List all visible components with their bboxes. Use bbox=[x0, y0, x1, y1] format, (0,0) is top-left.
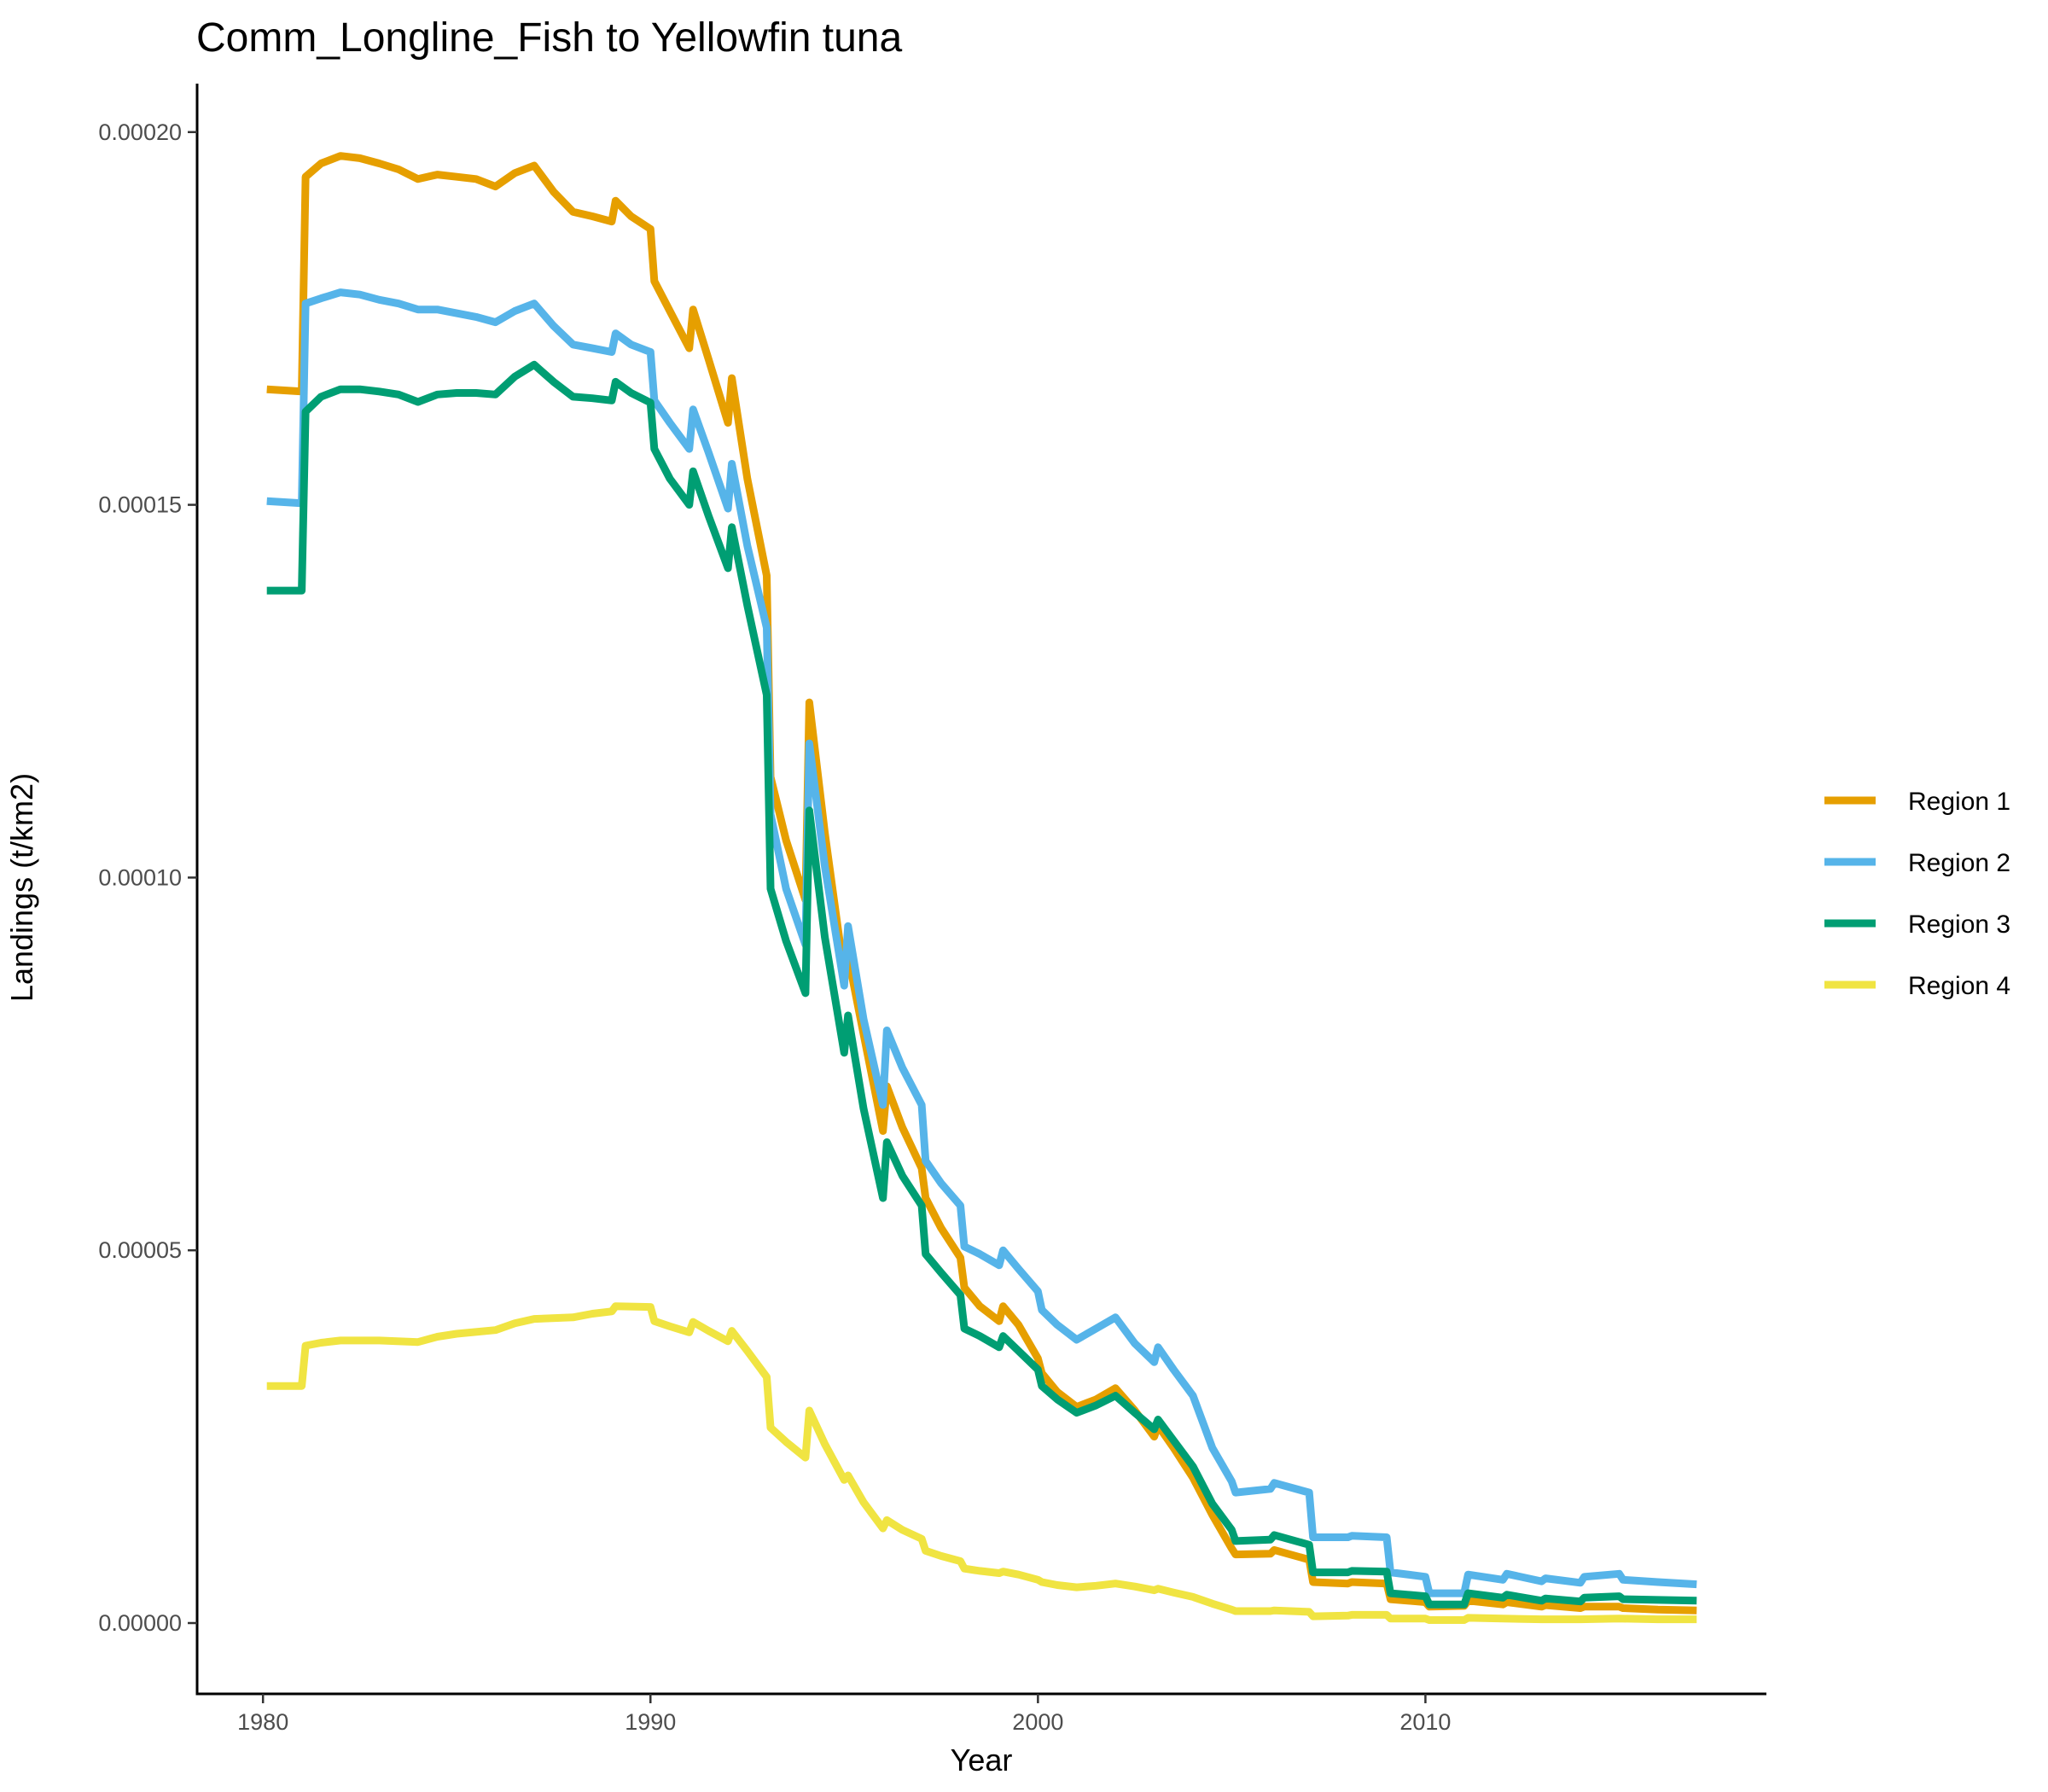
x-tick-label: 2000 bbox=[1012, 1709, 1063, 1735]
x-tick-label: 1990 bbox=[625, 1709, 676, 1735]
y-tick-label: 0.00010 bbox=[98, 864, 182, 890]
series-line-region-3 bbox=[266, 360, 1697, 1609]
legend-label-region-4: Region 4 bbox=[1908, 972, 2010, 1000]
y-tick-label: 0.00020 bbox=[98, 119, 182, 145]
legend-label-region-3: Region 3 bbox=[1908, 911, 2010, 939]
y-tick-label: 0.00005 bbox=[98, 1237, 182, 1263]
chart-title: Comm_Longline_Fish to Yellowfin tuna bbox=[196, 15, 902, 61]
x-tick-label: 1980 bbox=[237, 1709, 288, 1735]
x-axis-title: Year bbox=[951, 1743, 1013, 1777]
x-tick-label: 2010 bbox=[1399, 1709, 1451, 1735]
y-tick-label: 0.00015 bbox=[98, 492, 182, 518]
x-axis-ticks: 1980 1990 2000 2010 bbox=[237, 1694, 1451, 1735]
y-axis-ticks: 0.00000 0.00005 0.00010 0.00015 0.00020 bbox=[98, 119, 197, 1636]
series-line-region-4 bbox=[266, 1302, 1697, 1624]
legend-label-region-1: Region 1 bbox=[1908, 788, 2010, 816]
series-line-region-2 bbox=[266, 288, 1697, 1597]
legend-label-region-2: Region 2 bbox=[1908, 849, 2010, 877]
y-axis-title: Landings (t/km2) bbox=[4, 773, 39, 1002]
legend: Region 1 Region 2 Region 3 Region 4 bbox=[1824, 788, 2010, 1000]
series-line-region-1 bbox=[266, 152, 1697, 1615]
y-tick-label: 0.00000 bbox=[98, 1610, 182, 1636]
plot-area bbox=[266, 152, 1697, 1624]
